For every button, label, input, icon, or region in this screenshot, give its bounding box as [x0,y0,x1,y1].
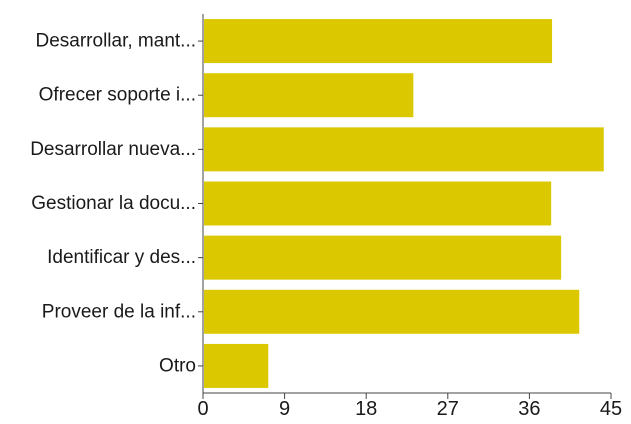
bars-layer [204,19,604,388]
x-tick-label: 27 [437,398,459,420]
x-tick-label: 0 [197,398,208,420]
x-tick-label: 45 [600,398,622,420]
bar [204,181,552,226]
y-tick-label: Desarrollar nueva... [30,139,196,160]
y-tick-label: Gestionar la docu... [31,193,196,214]
bar [204,289,580,334]
bar [204,235,562,280]
y-tick-label: Proveer de la inf... [42,301,196,322]
y-tick-label: Ofrecer soporte i... [39,85,196,106]
x-tick-label: 9 [279,398,290,420]
y-tick-label: Identificar y des... [47,247,196,268]
axes [198,14,612,399]
x-tick-label: 36 [518,398,540,420]
bar [204,343,269,388]
x-tick-label: 18 [355,398,377,420]
y-tick-label: Desarrollar, mant... [36,31,197,52]
bar [204,73,414,118]
y-tick-label: Otro [159,355,196,376]
labels-layer: Desarrollar, mant... Ofrecer soporte i...… [30,31,622,420]
bar [204,19,553,64]
bar [204,127,604,172]
